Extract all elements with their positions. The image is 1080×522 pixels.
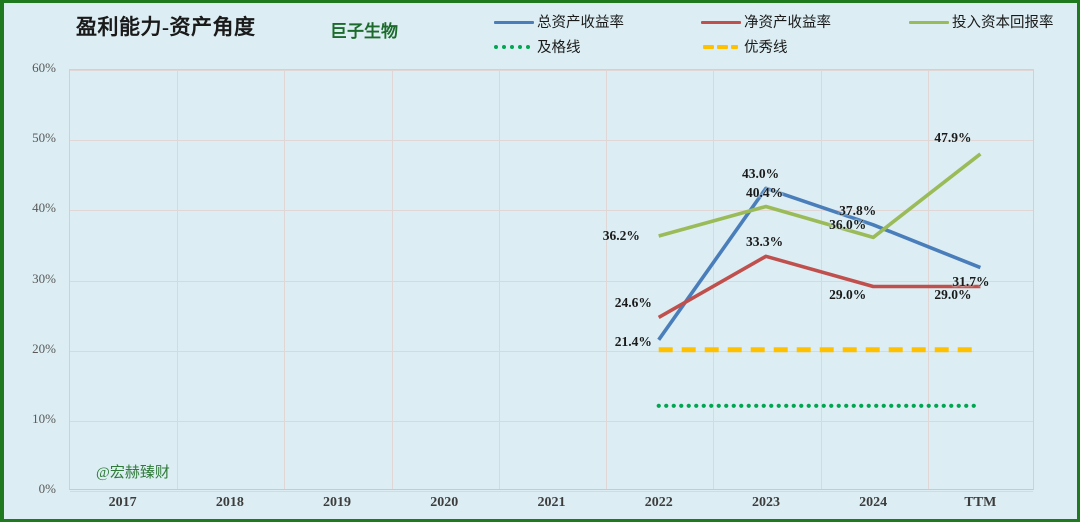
data-label: 36.2% [602, 227, 640, 243]
y-axis-tick-label: 40% [32, 200, 56, 216]
x-axis-tick-label: TTM [964, 495, 997, 510]
legend-item-invested-capital-return[interactable]: 投入资本回报率 [909, 11, 1054, 32]
legend-swatch-dashed-amber [701, 40, 741, 54]
gridline-horizontal [70, 210, 1033, 212]
chart-subtitle: 巨子生物 [330, 22, 398, 41]
data-label: 29.0% [934, 286, 972, 302]
plot-area [69, 69, 1034, 492]
gridline-horizontal [70, 70, 1033, 71]
y-axis-tick-label: 50% [32, 130, 56, 146]
x-axis-tick-label: 2019 [323, 495, 352, 510]
y-axis-tick-label: 30% [32, 270, 56, 286]
page-title: 盈利能力-资产角度 [76, 15, 256, 39]
data-label: 37.8% [839, 202, 877, 218]
gridline-horizontal [70, 491, 1033, 492]
data-label: 40.4% [745, 184, 784, 200]
data-label: 47.9% [934, 129, 972, 145]
legend-item-net-asset-return[interactable]: 净资产收益率 [701, 11, 831, 32]
legend-swatch-solid-blue [494, 15, 534, 29]
series-line-1 [657, 254, 981, 319]
data-label: 31.7% [952, 273, 990, 289]
y-axis-tick-label: 20% [32, 340, 56, 356]
x-axis-tick-label: 2023 [751, 495, 780, 510]
legend-label: 优秀线 [744, 40, 788, 56]
chart-legend: 总资产收益率 净资产收益率 投入资本回报率 及格线 优秀线 [494, 8, 1074, 60]
y-axis-tick-label: 10% [32, 410, 56, 426]
x-axis-tick-label: 2021 [537, 495, 566, 510]
legend-swatch-solid-red [701, 15, 741, 29]
legend-label: 投入资本回报率 [952, 15, 1054, 31]
legend-label: 净资产收益率 [744, 15, 831, 31]
legend-label: 及格线 [537, 40, 581, 56]
gridline-vertical [498, 70, 500, 489]
gridline-horizontal [70, 140, 1033, 142]
data-label: 43.0% [741, 166, 780, 182]
legend-item-excellent-line[interactable]: 优秀线 [701, 36, 788, 57]
gridline-vertical [927, 70, 929, 489]
x-axis-tick-label: 2018 [215, 495, 244, 510]
gridline-vertical [713, 70, 715, 489]
data-label: 33.3% [745, 234, 784, 250]
legend-label: 总资产收益率 [537, 15, 624, 31]
data-label: 36.0% [829, 217, 867, 233]
data-label: 29.0% [829, 286, 867, 302]
gridline-vertical [820, 70, 822, 489]
gridline-horizontal [70, 420, 1033, 422]
gridline-horizontal [70, 350, 1033, 352]
y-axis-tick-label: 0% [38, 481, 56, 496]
series-line-2 [658, 152, 982, 240]
data-label: 24.6% [614, 295, 652, 311]
legend-item-pass-line[interactable]: 及格线 [494, 36, 581, 57]
chart-series-layer [656, 152, 983, 408]
legend-swatch-solid-olive [909, 15, 949, 29]
y-axis-tick-label: 60% [32, 60, 56, 75]
x-axis-tick-label: 2024 [859, 495, 888, 510]
x-axis-tick-label: 2017 [108, 495, 137, 510]
gridline-vertical [177, 70, 179, 489]
legend-swatch-dotted-green [494, 40, 534, 54]
gridline-vertical [606, 70, 608, 489]
watermark: @宏赫臻财 [96, 465, 170, 481]
series-line-0 [657, 186, 982, 341]
gridline-vertical [284, 70, 286, 489]
x-axis-tick-label: 2020 [430, 495, 459, 510]
legend-item-total-asset-return[interactable]: 总资产收益率 [494, 11, 624, 32]
gridline-horizontal [70, 280, 1033, 282]
x-axis-tick-label: 2022 [644, 495, 673, 510]
gridline-vertical [391, 70, 393, 489]
data-label: 21.4% [614, 333, 652, 349]
